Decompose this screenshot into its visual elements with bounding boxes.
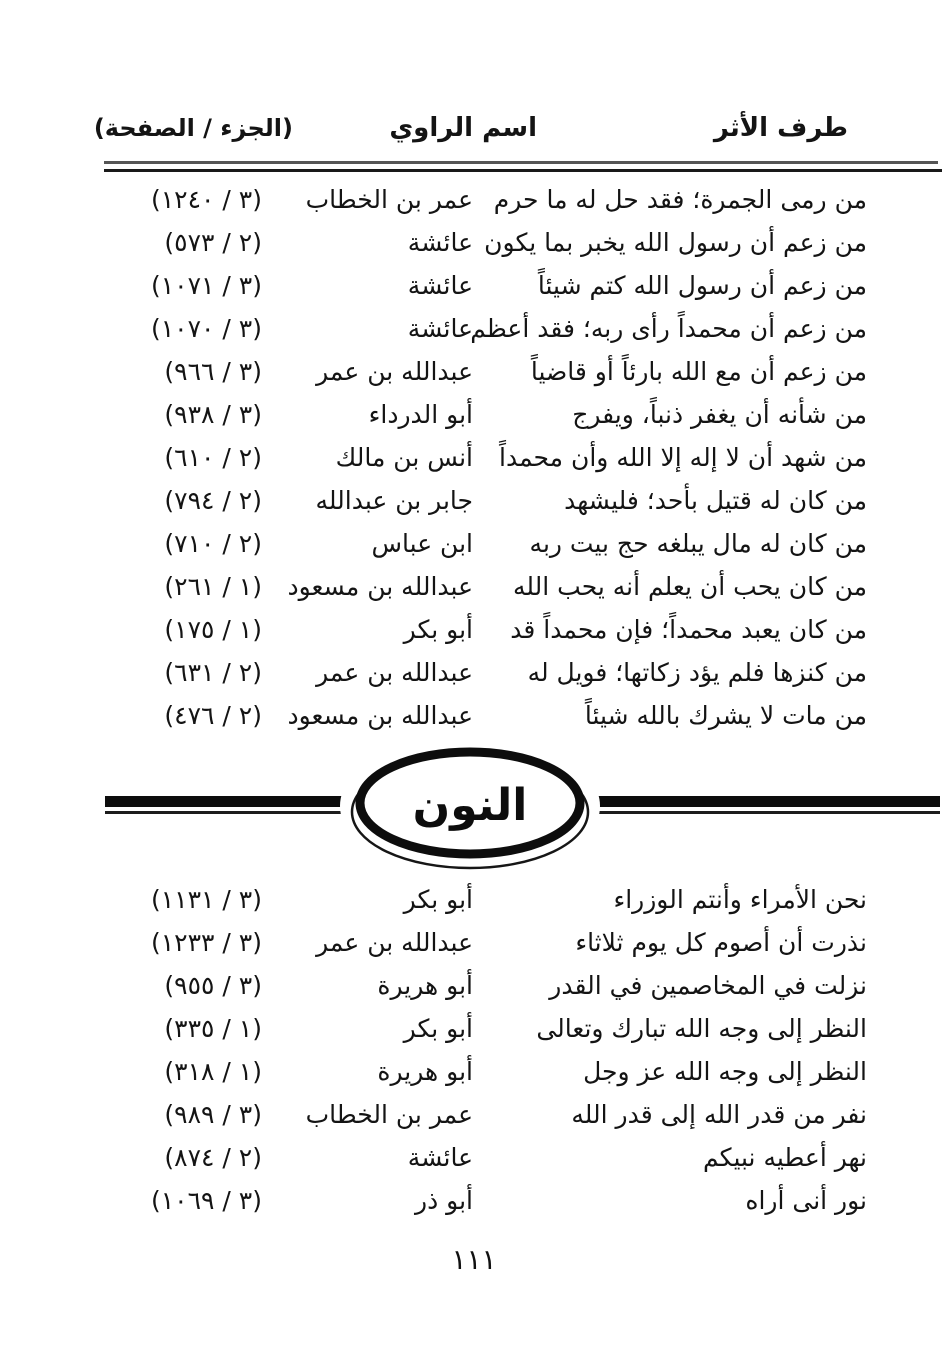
- athar-text: نهر أعطيه نبيكم: [703, 1143, 867, 1172]
- athar-text: نزلت في المخاصمين في القدر: [549, 971, 867, 1000]
- athar-text: النظر إلى وجه الله تبارك وتعالى: [536, 1014, 867, 1043]
- narrator-name: عبدالله بن مسعود: [287, 701, 473, 730]
- narrator-name: أبو هريرة: [377, 971, 473, 1000]
- section-letter: النون: [413, 780, 528, 831]
- narrator-name: عبدالله بن مسعود: [287, 572, 473, 601]
- narrator-name: أبو هريرة: [377, 1057, 473, 1086]
- athar-text: من زعم أن رسول الله كتم شيئاً: [537, 271, 867, 300]
- narrator-name: عائشة: [407, 1143, 473, 1172]
- athar-text: من زعم أن رسول الله يخبر بما يكون: [484, 228, 867, 257]
- narrator-name: أبو بكر: [403, 1014, 473, 1043]
- volume-page-ref: (٢ / ٦١٠): [164, 443, 262, 472]
- volume-page-ref: (٣ / ١٠٧١): [150, 271, 262, 300]
- volume-page-ref: (٣ / ١١٣١): [150, 885, 262, 914]
- athar-text: من كان له قتيل بأحد؛ فليشهد: [564, 486, 867, 515]
- athar-text: النظر إلى وجه الله عز وجل: [583, 1057, 867, 1086]
- volume-page-ref: (٢ / ٨٧٤): [164, 1143, 262, 1172]
- narrator-name: أنس بن مالك: [335, 443, 473, 472]
- volume-page-ref: (٣ / ١٢٤٠): [150, 185, 262, 214]
- volume-page-ref: (١ / ٢٦١): [164, 572, 262, 601]
- column-header-athar: طرف الأثر: [713, 113, 848, 143]
- volume-page-ref: (٣ / ١٠٦٩): [150, 1186, 262, 1215]
- athar-text: نذرت أن أصوم كل يوم ثلاثاء: [575, 928, 867, 957]
- narrator-name: عائشة: [407, 271, 473, 300]
- narrator-name: أبو بكر: [403, 885, 473, 914]
- divider-thinline-right: [105, 811, 355, 814]
- athar-text: من مات لا يشرك بالله شيئاً: [584, 701, 867, 730]
- volume-page-ref: (٢ / ٧٩٤): [164, 486, 262, 515]
- volume-page-ref: (٣ / ١٢٣٣): [150, 928, 262, 957]
- header-rule-top: [104, 161, 938, 164]
- narrator-name: عمر بن الخطاب: [305, 1100, 473, 1129]
- narrator-name: عائشة: [407, 314, 473, 343]
- athar-text: نفر من قدر الله إلى قدر الله: [571, 1100, 867, 1129]
- volume-page-ref: (١ / ١٧٥): [164, 615, 262, 644]
- athar-text: من زعم أن مع الله بارئاً أو قاضياً: [530, 357, 867, 386]
- page-number: ١١١: [451, 1243, 497, 1276]
- narrator-name: عبدالله بن عمر: [316, 928, 473, 957]
- athar-text: نور أنى أراه: [745, 1186, 867, 1215]
- narrator-name: عمر بن الخطاب: [305, 185, 473, 214]
- athar-text: من كان له مال يبلغه حج بيت ربه: [529, 529, 867, 558]
- header-rule-bottom: [104, 169, 942, 172]
- section-divider-nun: النون: [105, 740, 940, 878]
- athar-text: من كان يعبد محمداً؛ فإن محمداً قد: [510, 615, 867, 644]
- narrator-name: أبو بكر: [403, 615, 473, 644]
- column-header-narrator: اسم الراوي: [389, 113, 537, 143]
- divider-thinline-left: [585, 811, 940, 814]
- divider-bar-right: [105, 796, 355, 807]
- narrator-name: أبو الدرداء: [368, 400, 473, 429]
- narrator-name: ابن عباس: [371, 529, 473, 558]
- narrator-name: عبدالله بن عمر: [316, 357, 473, 386]
- athar-text: من شهد أن لا إله إلا الله وأن محمداً: [499, 443, 867, 472]
- volume-page-ref: (١ / ٣٣٥): [164, 1014, 262, 1043]
- column-header-volume-page: (الجزء / الصفحة): [93, 114, 293, 142]
- index-table-nun: نحن الأمراء وأنتم الوزراء أبو بكر (٣ / ١…: [105, 878, 940, 1222]
- volume-page-ref: (٣ / ٩٥٥): [164, 971, 262, 1000]
- athar-text: من رمى الجمرة؛ فقد حل له ما حرم: [493, 185, 867, 214]
- volume-page-ref: (٢ / ٤٧٦): [164, 701, 262, 730]
- index-table-mim: من رمى الجمرة؛ فقد حل له ما حرم عمر بن ا…: [105, 178, 940, 737]
- volume-page-ref: (٣ / ٩٨٩): [164, 1100, 262, 1129]
- athar-text: من كنزها فلم يؤد زكاتها؛ فويل له: [527, 658, 867, 687]
- volume-page-ref: (١ / ٣١٨): [164, 1057, 262, 1086]
- volume-page-ref: (٣ / ١٠٧٠): [150, 314, 262, 343]
- volume-page-ref: (٢ / ٦٣١): [164, 658, 262, 687]
- volume-page-ref: (٣ / ٩٦٦): [164, 357, 262, 386]
- narrator-name: أبو ذر: [415, 1186, 473, 1215]
- athar-text: من زعم أن محمداً رأى ربه؛ فقد أعظم: [470, 314, 867, 343]
- athar-text: من كان يحب أن يعلم أنه يحب الله: [512, 572, 867, 601]
- narrator-name: جابر بن عبدالله: [315, 486, 473, 515]
- narrator-name: عائشة: [407, 228, 473, 257]
- volume-page-ref: (٣ / ٩٣٨): [164, 400, 262, 429]
- divider-bar-left: [585, 796, 940, 807]
- athar-text: نحن الأمراء وأنتم الوزراء: [613, 885, 867, 914]
- volume-page-ref: (٢ / ٧١٠): [164, 529, 262, 558]
- divider-main-ring: [355, 747, 585, 859]
- volume-page-ref: (٢ / ٥٧٣): [164, 228, 262, 257]
- athar-text: من شأنه أن يغفر ذنباً، ويفرج: [572, 400, 867, 429]
- narrator-name: عبدالله بن عمر: [316, 658, 473, 687]
